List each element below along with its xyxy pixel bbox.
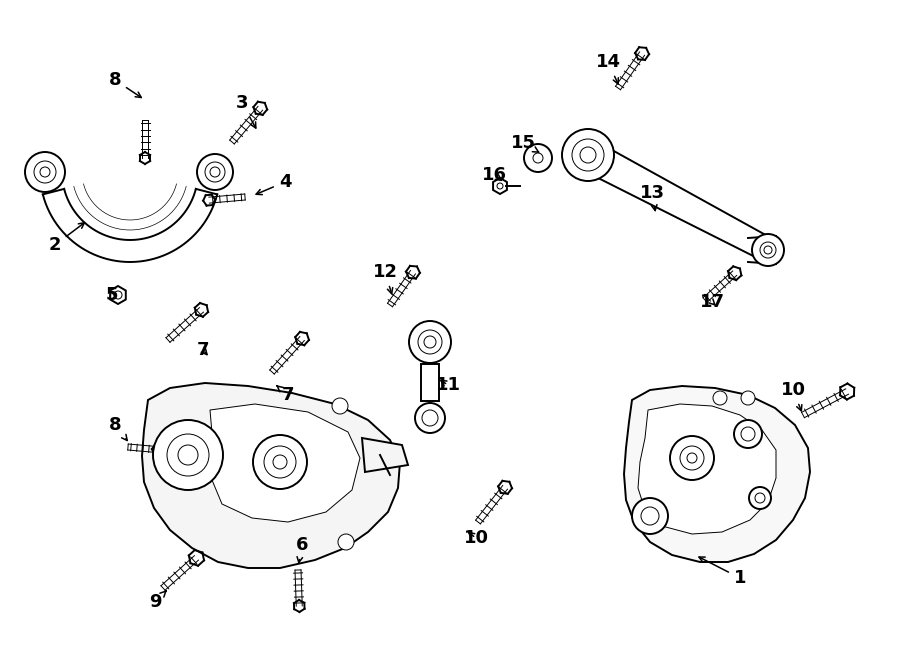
Circle shape [741,391,755,405]
Circle shape [524,144,552,172]
Text: 14: 14 [596,53,620,84]
Text: 16: 16 [482,166,507,184]
Text: 15: 15 [510,134,539,152]
Circle shape [197,154,233,190]
Circle shape [253,435,307,489]
Text: 11: 11 [436,376,461,394]
Text: 7: 7 [197,341,209,359]
Circle shape [332,398,348,414]
Text: 4: 4 [256,173,292,194]
Polygon shape [580,141,774,260]
Text: 6: 6 [296,536,308,563]
Text: 5: 5 [106,286,118,304]
Circle shape [632,498,668,534]
Text: 10: 10 [464,529,489,547]
Text: 12: 12 [373,263,398,293]
Polygon shape [362,438,408,472]
Circle shape [749,487,771,509]
Circle shape [25,152,65,192]
Circle shape [734,420,762,448]
Text: 10: 10 [780,381,806,411]
Polygon shape [43,189,217,262]
Polygon shape [210,404,360,522]
Circle shape [409,321,451,363]
Text: 3: 3 [236,94,256,128]
Polygon shape [110,286,126,304]
Polygon shape [421,364,439,401]
Text: 9: 9 [148,591,166,611]
Polygon shape [493,178,507,194]
Text: 2: 2 [49,223,85,254]
Polygon shape [142,383,400,568]
Text: 8: 8 [109,71,141,98]
Circle shape [670,436,714,480]
Polygon shape [624,386,810,562]
Text: 13: 13 [640,184,664,211]
Polygon shape [638,404,776,534]
Text: 1: 1 [699,557,746,587]
Text: 17: 17 [699,293,725,311]
Circle shape [415,403,445,433]
Circle shape [562,129,614,181]
Circle shape [338,534,354,550]
Circle shape [713,391,727,405]
Text: 7: 7 [276,385,294,404]
Circle shape [752,234,784,266]
Circle shape [153,420,223,490]
Text: 8: 8 [109,416,127,440]
